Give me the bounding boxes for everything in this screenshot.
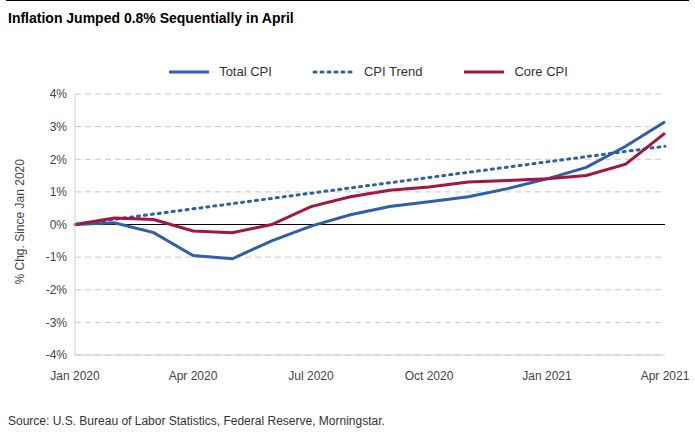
svg-text:Oct 2020: Oct 2020 — [405, 369, 454, 383]
svg-text:% Chg. Since Jan 2020: % Chg. Since Jan 2020 — [13, 159, 27, 285]
html-text:Inflation Jumped 0.8% Sequenti: Inflation Jumped 0.8% Sequentially in Ap… — [8, 10, 294, 26]
svg-text:Apr 2021: Apr 2021 — [641, 369, 687, 383]
svg-text:0%: 0% — [50, 218, 68, 232]
svg-text:-2%: -2% — [46, 283, 68, 297]
svg-text:1%: 1% — [50, 185, 68, 199]
svg-text:-3%: -3% — [46, 316, 68, 330]
svg-text:Apr 2020: Apr 2020 — [169, 369, 218, 383]
svg-text:Jul 2020: Jul 2020 — [288, 369, 334, 383]
html-text:CPI Trend: CPI Trend — [363, 64, 423, 79]
html-text:Source: U.S. Bureau of Labor S: Source: U.S. Bureau of Labor Statistics,… — [8, 414, 385, 428]
html-text:Total CPI: Total CPI — [219, 64, 272, 79]
svg-text:Jan 2020: Jan 2020 — [50, 369, 100, 383]
svg-text:4%: 4% — [50, 87, 68, 101]
svg-text:-1%: -1% — [46, 250, 68, 264]
svg-text:Jan 2021: Jan 2021 — [522, 369, 572, 383]
svg-text:3%: 3% — [50, 120, 68, 134]
html-text:Core CPI: Core CPI — [514, 64, 568, 79]
svg-text:-4%: -4% — [46, 348, 68, 362]
svg-text:2%: 2% — [50, 153, 68, 167]
